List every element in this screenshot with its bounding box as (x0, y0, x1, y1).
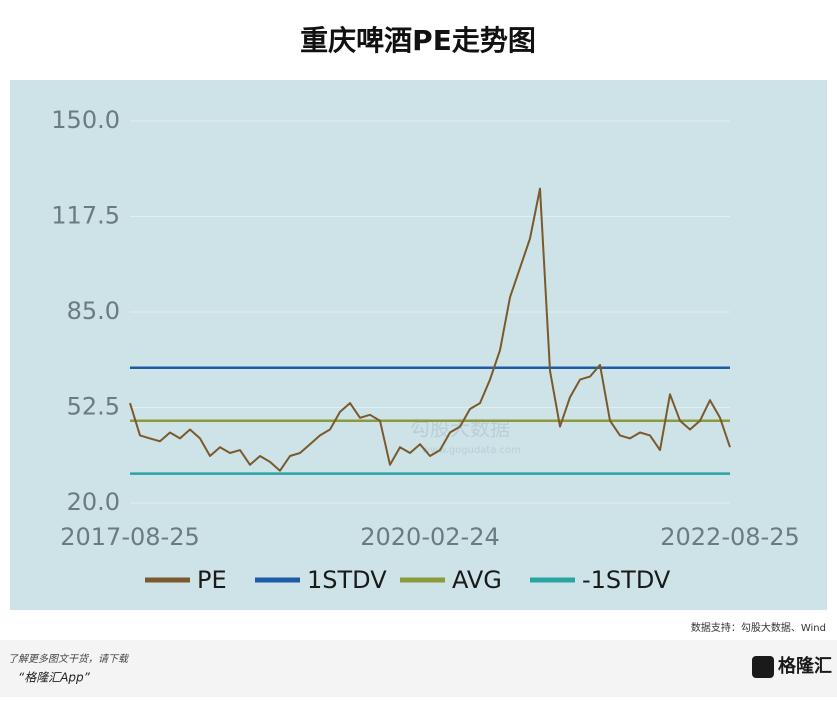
footer-text: 了解更多图文干货，请下载 (8, 653, 130, 665)
source: 数据支持：勾股大数据、Wind (691, 621, 826, 634)
y-tick-label: 52.5 (67, 393, 120, 421)
legend-label: 1STDV (307, 566, 387, 594)
logo-icon (752, 656, 774, 678)
y-tick-label: 85.0 (67, 297, 120, 325)
footer (0, 640, 837, 697)
legend-label: -1STDV (582, 566, 671, 594)
footer-text: “格隆汇App” (18, 671, 91, 685)
x-tick-label: 2020-02-24 (360, 523, 499, 551)
legend-label: AVG (452, 566, 502, 594)
watermark: www.gogudata.com (422, 445, 521, 456)
x-tick-label: 2022-08-25 (660, 523, 799, 551)
x-tick-label: 2017-08-25 (60, 523, 199, 551)
chart-title: 重庆啤酒PE走势图 (300, 24, 536, 57)
series-line (129, 187, 731, 472)
y-tick-label: 150.0 (51, 106, 120, 134)
logo: 格隆汇 (778, 655, 832, 677)
y-tick-label: 20.0 (67, 488, 120, 516)
chart-area (10, 80, 827, 610)
y-tick-label: 117.5 (51, 202, 120, 230)
legend-label: PE (197, 566, 227, 594)
